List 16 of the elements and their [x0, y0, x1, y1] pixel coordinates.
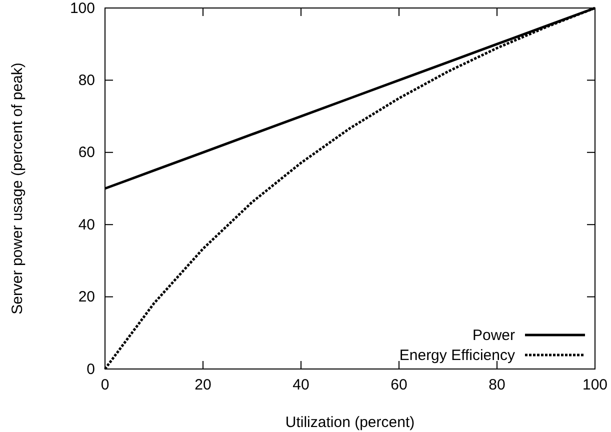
y-tick-label: 20	[78, 288, 95, 306]
x-tick-label: 0	[100, 376, 110, 394]
y-tick-label: 60	[78, 144, 95, 162]
x-tick-label: 60	[390, 376, 408, 394]
x-axis-title: Utilization (percent)	[285, 414, 415, 431]
y-tick-label: 40	[78, 216, 95, 234]
x-tick-label: 20	[194, 376, 212, 394]
y-tick-label: 100	[70, 0, 95, 17]
x-tick-label: 80	[488, 376, 506, 394]
legend-label: Energy Efficiency	[399, 347, 516, 364]
y-tick-label: 80	[78, 72, 95, 89]
y-tick-label: 0	[86, 360, 95, 378]
x-tick-label: 40	[292, 376, 310, 394]
legend-label: Power	[472, 327, 515, 344]
x-tick-label: 100	[582, 376, 608, 394]
y-axis-title: Server power usage (percent of peak)	[9, 62, 26, 314]
